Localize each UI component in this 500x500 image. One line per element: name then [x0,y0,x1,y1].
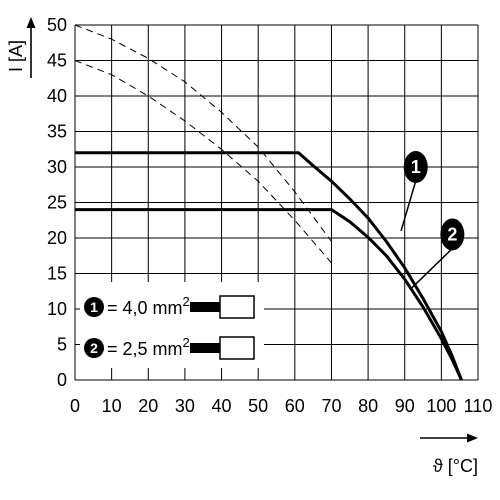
x-tick-label: 20 [138,396,158,416]
y-tick-label: 45 [47,51,67,71]
x-tick-label: 30 [175,396,195,416]
y-axis-label: I [A] [6,40,26,72]
y-tick-label: 35 [47,122,67,142]
x-tick-label: 70 [321,396,341,416]
wire-core-icon-2 [190,343,220,353]
dashed-curves [74,24,332,264]
callout-leader-2 [411,247,453,289]
axis-labels: I [A] ϑ [°C] [6,17,478,476]
y-tick-label: 40 [47,86,67,106]
y-axis-label-group: I [A] [6,40,26,72]
callout-leader-1 [400,180,417,232]
legend: 1 = 4,0 mm2 2 = 2,5 mm2 [80,282,264,368]
series-1-limit-line [74,24,332,242]
legend-sup-1: 2 [183,294,190,309]
y-tick-label: 0 [57,370,67,390]
y-tick-label: 5 [57,335,67,355]
y-tick-label: 10 [47,299,67,319]
series-2-limit-line [74,60,332,264]
x-tick-label: 40 [212,396,232,416]
x-tick-label: 90 [395,396,415,416]
x-tick-label: 50 [248,396,268,416]
wire-sleeve-icon-2 [219,336,255,360]
callout-label-2: 2 [447,224,457,244]
y-tick-label: 15 [47,264,67,284]
grid-layer [74,24,479,381]
legend-badge-label-2: 2 [90,340,98,356]
legend-badge-1 [84,297,104,317]
legend-sup-2: 2 [183,335,190,350]
x-tick-label: 0 [70,396,80,416]
series-curves [75,151,463,381]
legend-entry-1: 1 = 4,0 mm2 [84,294,255,319]
callouts: 12 [400,151,465,289]
callout-badge-1 [403,151,428,183]
wire-core-icon-1 [190,302,220,312]
y-tick-label: 20 [47,228,67,248]
x-tick-label: 110 [464,396,493,416]
wire-sleeve-icon-1 [219,295,255,319]
x-tick-label: 80 [358,396,378,416]
legend-badge-2 [84,338,104,358]
x-tick-label: 10 [102,396,122,416]
x-axis-label: ϑ [°C] [433,456,478,476]
legend-text-2: = 2,5 mm2 [107,335,190,359]
y-tick-label: 50 [47,15,67,35]
x-tick-label: 60 [285,396,305,416]
tick-labels: 0 10 20 30 40 50 60 70 80 90 100 110 0 5 10 15 20 25 30 35 4… [47,15,492,416]
callout-label-1: 1 [411,157,421,177]
x-axis-arrowhead-icon [467,433,478,443]
y-tick-label: 30 [47,157,67,177]
y-axis-arrowhead-icon [26,17,36,28]
legend-badge-label-1: 1 [90,299,98,315]
legend-text-1: = 4,0 mm2 [107,294,190,318]
series-1-line [75,151,463,381]
legend-entry-2: 2 = 2,5 mm2 [84,335,255,360]
y-tick-label: 25 [47,193,67,213]
series-2-line [75,208,463,381]
callout-badge-2 [440,218,465,251]
x-tick-label: 100 [426,396,456,416]
